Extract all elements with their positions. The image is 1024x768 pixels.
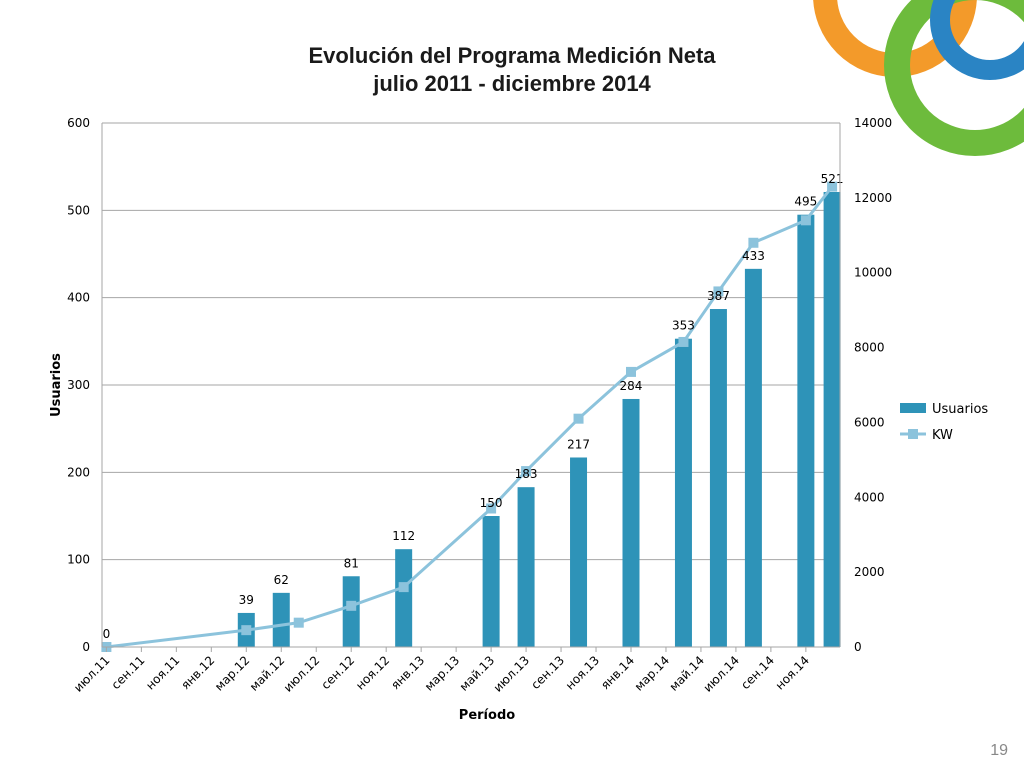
kw-line-path bbox=[106, 185, 834, 649]
kw-point-marker bbox=[241, 625, 252, 636]
bar-value-label: 81 bbox=[344, 556, 359, 570]
legend-swatch-usuarios bbox=[900, 403, 926, 413]
kw-point-marker bbox=[346, 600, 357, 611]
bar-usuarios bbox=[482, 516, 500, 647]
x-tick-label: ноя.11 bbox=[143, 653, 182, 692]
y-right-tick-label: 10000 bbox=[854, 266, 892, 280]
y-left-tick-label: 0 bbox=[82, 640, 90, 654]
y-left-tick-label: 500 bbox=[67, 203, 90, 217]
chart-title-line-1: Evolución del Programa Medición Neta bbox=[308, 43, 716, 68]
bar-value-label: 284 bbox=[620, 379, 643, 393]
bar-value-label: 433 bbox=[742, 249, 765, 263]
kw-point-marker bbox=[293, 617, 304, 628]
x-tick-label: мар.13 bbox=[422, 653, 462, 693]
y-right-tick-label: 14000 bbox=[854, 116, 892, 130]
bar-value-label: 150 bbox=[480, 496, 503, 510]
y-right-tick-label: 8000 bbox=[854, 341, 885, 355]
x-tick-label: ноя.12 bbox=[353, 653, 392, 692]
green-ring bbox=[884, 0, 1024, 156]
y-right-tick-label: 0 bbox=[854, 640, 862, 654]
x-tick-label: июл.14 bbox=[701, 653, 742, 694]
y-axis-title: Usuarios bbox=[49, 353, 64, 417]
axes: 0100200300400500600020004000600080001000… bbox=[49, 116, 892, 723]
chart-title: Evolución del Programa Medición Neta jul… bbox=[212, 42, 812, 98]
bar-usuarios bbox=[709, 309, 727, 647]
x-tick-label: май.14 bbox=[667, 653, 708, 694]
gridlines bbox=[102, 122, 840, 648]
y-left-tick-label: 400 bbox=[67, 291, 90, 305]
bar-value-label: 39 bbox=[239, 593, 254, 607]
x-tick-label: мар.14 bbox=[632, 653, 672, 693]
kw-point-marker bbox=[713, 286, 724, 297]
kw-point-marker bbox=[398, 582, 409, 593]
x-tick-label: июл.13 bbox=[491, 653, 532, 694]
blue-ring bbox=[930, 0, 1024, 80]
x-axis-title: Período bbox=[459, 708, 515, 723]
x-tick-label: мар.12 bbox=[212, 653, 252, 693]
decorative-rings-logo bbox=[813, 0, 1024, 156]
x-tick-label: янв.13 bbox=[388, 653, 427, 692]
y-right-tick-label: 6000 bbox=[854, 415, 885, 429]
y-left-tick-label: 200 bbox=[67, 465, 90, 479]
bar-value-label: 0 bbox=[103, 627, 111, 641]
bar-value-label: 521 bbox=[821, 172, 844, 186]
bar-usuarios bbox=[674, 338, 692, 647]
kw-point-marker bbox=[748, 237, 759, 248]
legend-label-usuarios: Usuarios bbox=[932, 402, 988, 417]
bar-usuarios bbox=[272, 592, 290, 647]
kw-point-marker bbox=[678, 336, 689, 347]
legend-label-kw: KW bbox=[932, 428, 953, 443]
bar-usuarios bbox=[744, 268, 762, 647]
y-left-tick-label: 600 bbox=[67, 116, 90, 130]
kw-point-marker bbox=[625, 366, 636, 377]
bar-value-label: 62 bbox=[274, 573, 289, 587]
x-tick-label: май.12 bbox=[247, 653, 288, 694]
x-tick-label: ноя.13 bbox=[563, 653, 602, 692]
kw-point-marker bbox=[486, 503, 497, 514]
bar-value-label: 183 bbox=[515, 467, 538, 481]
bar-usuarios bbox=[622, 398, 640, 647]
x-tick-label: сен.13 bbox=[528, 653, 567, 692]
legend-marker-kw bbox=[908, 429, 918, 439]
bar-value-label: 217 bbox=[567, 437, 590, 451]
bar-value-label: 495 bbox=[794, 195, 817, 209]
page-number: 19 bbox=[990, 742, 1008, 759]
bar-usuarios bbox=[823, 191, 841, 647]
bar-value-label: 112 bbox=[392, 529, 415, 543]
y-right-tick-label: 12000 bbox=[854, 191, 892, 205]
bar-value-label: 353 bbox=[672, 319, 695, 333]
bar-value-label: 387 bbox=[707, 289, 730, 303]
y-right-tick-label: 4000 bbox=[854, 490, 885, 504]
line-series-kw bbox=[101, 181, 838, 652]
bar-usuarios bbox=[570, 457, 588, 647]
chart-title-line-2: julio 2011 - diciembre 2014 bbox=[373, 71, 651, 96]
kw-point-marker bbox=[827, 181, 838, 192]
y-left-tick-label: 300 bbox=[67, 378, 90, 392]
x-tick-label: сен.12 bbox=[318, 653, 357, 692]
x-tick-label: сен.14 bbox=[738, 653, 777, 692]
data-labels: 0 39 62 81 112 150 183 217 284 353 387 433 495 521 bbox=[103, 172, 844, 641]
kw-point-marker bbox=[521, 466, 532, 477]
x-tick-label: сен.11 bbox=[109, 653, 148, 692]
kw-point-marker bbox=[800, 215, 811, 226]
y-left-tick-label: 100 bbox=[67, 553, 90, 567]
legend: Usuarios KW bbox=[900, 402, 988, 443]
x-tick-label: янв.12 bbox=[178, 653, 217, 692]
bar-series-usuarios bbox=[237, 191, 841, 647]
kw-point-marker bbox=[573, 413, 584, 424]
x-tick-label: май.13 bbox=[457, 653, 498, 694]
y-right-tick-label: 2000 bbox=[854, 565, 885, 579]
x-tick-label: июл.11 bbox=[71, 653, 112, 694]
bar-usuarios bbox=[342, 576, 360, 647]
x-tick-label: июл.12 bbox=[281, 653, 322, 694]
x-tick-label: ноя.14 bbox=[773, 653, 812, 692]
bar-usuarios bbox=[517, 487, 535, 647]
bar-usuarios bbox=[395, 549, 413, 647]
x-tick-label: янв.14 bbox=[598, 653, 637, 692]
bar-usuarios bbox=[797, 214, 815, 647]
